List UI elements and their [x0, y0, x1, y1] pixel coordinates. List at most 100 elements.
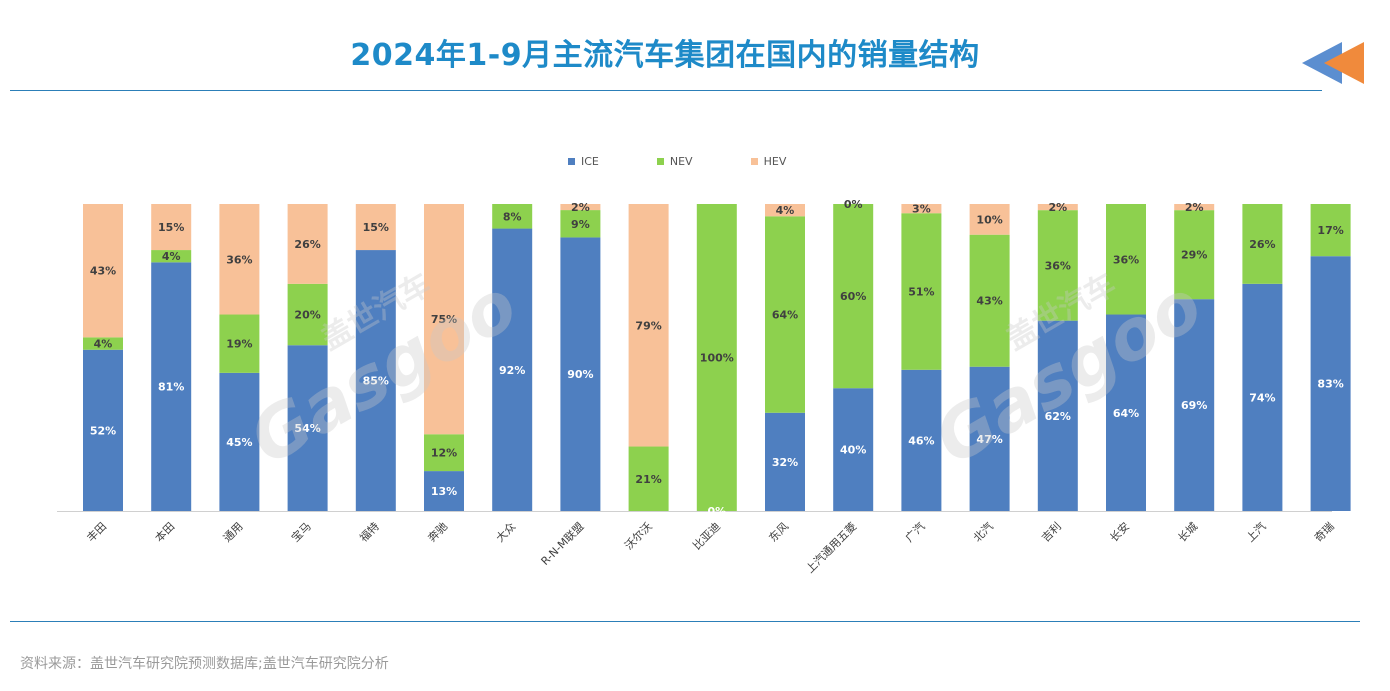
data-label-nev-15: 36%: [1113, 253, 1139, 266]
data-label-ice-1: 81%: [158, 381, 184, 394]
bar-ice-18[interactable]: [1310, 256, 1351, 511]
data-label-hev-3: 26%: [294, 238, 320, 251]
data-label-hev-10: 4%: [776, 204, 795, 217]
bar-hev-12[interactable]: [901, 204, 942, 214]
data-label-nev-5: 12%: [431, 447, 457, 460]
source-note: 资料来源：盖世汽车研究院预测数据库;盖世汽车研究院分析: [20, 656, 389, 672]
bar-nev-7[interactable]: [560, 210, 601, 238]
data-label-hev-1: 15%: [158, 221, 184, 234]
page-title: 2024年1-9月主流汽车集团在国内的销量结构: [350, 38, 980, 73]
bar-hev-10[interactable]: [765, 204, 805, 217]
data-label-ice-10: 32%: [772, 456, 798, 469]
bar-ice-0[interactable]: [83, 349, 123, 511]
x-tick-label-10: 东风: [766, 520, 791, 545]
bar-ice-1[interactable]: [151, 262, 192, 511]
bar-nev-11[interactable]: [833, 204, 874, 389]
x-tick-label-7: R-N-M联盟: [539, 520, 587, 568]
data-label-nev-3: 20%: [294, 309, 320, 322]
data-label-hev-11: 0%: [844, 198, 863, 211]
bar-hev-1[interactable]: [151, 204, 192, 251]
data-label-ice-13: 47%: [976, 433, 1002, 446]
data-label-ice-11: 40%: [840, 444, 866, 457]
bar-nev-12[interactable]: [901, 213, 942, 370]
legend-swatch-ice: [568, 158, 575, 165]
bar-ice-13[interactable]: [969, 366, 1010, 511]
bar-ice-5[interactable]: [424, 471, 464, 511]
bar-ice-14[interactable]: [1037, 320, 1078, 511]
bar-nev-5[interactable]: [424, 434, 464, 472]
watermark-logo-right: 盖世汽车 Gasgoo: [921, 270, 1210, 470]
bar-nev-14[interactable]: [1037, 210, 1078, 321]
bar-ice-15[interactable]: [1106, 314, 1146, 511]
footer-divider: [10, 621, 1360, 622]
data-label-ice-6: 92%: [499, 364, 525, 377]
data-label-hev-8: 79%: [635, 319, 661, 332]
data-label-hev-7: 2%: [571, 201, 590, 214]
bar-ice-11[interactable]: [833, 388, 874, 511]
bar-ice-4[interactable]: [355, 250, 396, 512]
bar-ice-16[interactable]: [1174, 299, 1215, 511]
bar-hev-16[interactable]: [1174, 204, 1215, 211]
data-label-nev-6: 8%: [503, 210, 522, 223]
bar-hev-0[interactable]: [83, 204, 123, 338]
stacked-bar-chart: 52% 4% 43% 丰田 81% 4% 15% 本田 45% 19% 36% 通用 54% 20% 26%…: [57, 198, 1351, 576]
data-label-hev-5: 75%: [431, 313, 457, 326]
data-label-nev-1: 4%: [162, 250, 181, 263]
bar-hev-5[interactable]: [424, 204, 464, 435]
bar-nev-6[interactable]: [492, 204, 533, 229]
bar-ice-6[interactable]: [492, 228, 533, 511]
bar-nev-13[interactable]: [969, 234, 1010, 367]
bar-ice-12[interactable]: [901, 369, 942, 511]
bar-nev-18[interactable]: [1310, 204, 1351, 257]
bar-hev-14[interactable]: [1037, 204, 1078, 211]
bar-nev-8[interactable]: [628, 446, 669, 511]
bar-ice-10[interactable]: [765, 412, 805, 511]
x-tick-label-18: 奇瑞: [1311, 519, 1336, 544]
bar-hev-3[interactable]: [287, 204, 328, 284]
data-label-hev-4: 15%: [363, 221, 389, 234]
bar-nev-16[interactable]: [1174, 210, 1215, 300]
legend-item-hev[interactable]: HEV: [750, 155, 787, 168]
legend-label-ice: ICE: [581, 155, 599, 168]
data-label-ice-18: 83%: [1317, 378, 1343, 391]
data-label-hev-13: 10%: [976, 213, 1002, 226]
x-tick-label-14: 吉利: [1039, 520, 1064, 545]
data-label-hev-0: 43%: [90, 265, 116, 278]
bar-hev-7[interactable]: [560, 204, 601, 211]
bar-hev-13[interactable]: [969, 204, 1010, 235]
bar-nev-9[interactable]: [696, 204, 737, 511]
bar-ice-3[interactable]: [287, 345, 328, 511]
data-label-nev-17: 26%: [1249, 238, 1275, 251]
legend-item-ice[interactable]: ICE: [568, 155, 599, 168]
x-tick-label-15: 长安: [1107, 519, 1132, 544]
bar-nev-2[interactable]: [219, 314, 260, 373]
data-label-nev-16: 29%: [1181, 249, 1207, 262]
back-arrow-icon[interactable]: [1302, 40, 1364, 86]
x-tick-label-3: 宝马: [288, 519, 313, 544]
bar-nev-1[interactable]: [151, 250, 192, 263]
bar-ice-7[interactable]: [560, 237, 601, 511]
legend-swatch-hev: [750, 158, 758, 165]
data-label-nev-12: 51%: [908, 285, 934, 298]
extra-label-0: 0%: [707, 505, 726, 518]
data-label-nev-8: 21%: [635, 473, 661, 486]
data-label-ice-5: 13%: [431, 485, 457, 498]
x-tick-label-9: 比亚迪: [690, 520, 723, 553]
bar-nev-15[interactable]: [1106, 204, 1146, 315]
x-tick-label-17: 上汽: [1243, 519, 1268, 544]
bar-hev-2[interactable]: [219, 204, 260, 315]
bar-hev-8[interactable]: [628, 204, 669, 447]
x-tick-label-16: 长城: [1176, 520, 1201, 545]
data-label-ice-16: 69%: [1181, 399, 1207, 412]
bar-ice-2[interactable]: [219, 372, 260, 511]
bar-nev-3[interactable]: [287, 283, 328, 346]
bar-ice-17[interactable]: [1242, 283, 1283, 511]
x-tick-label-0: 丰田: [84, 520, 109, 545]
legend-item-nev[interactable]: NEV: [656, 155, 693, 168]
bar-nev-10[interactable]: [765, 216, 805, 413]
bar-nev-0[interactable]: [83, 337, 123, 350]
data-label-hev-12: 3%: [912, 203, 931, 216]
bar-nev-17[interactable]: [1242, 204, 1283, 284]
legend-label-hev: HEV: [763, 155, 787, 168]
bar-hev-4[interactable]: [355, 204, 396, 251]
